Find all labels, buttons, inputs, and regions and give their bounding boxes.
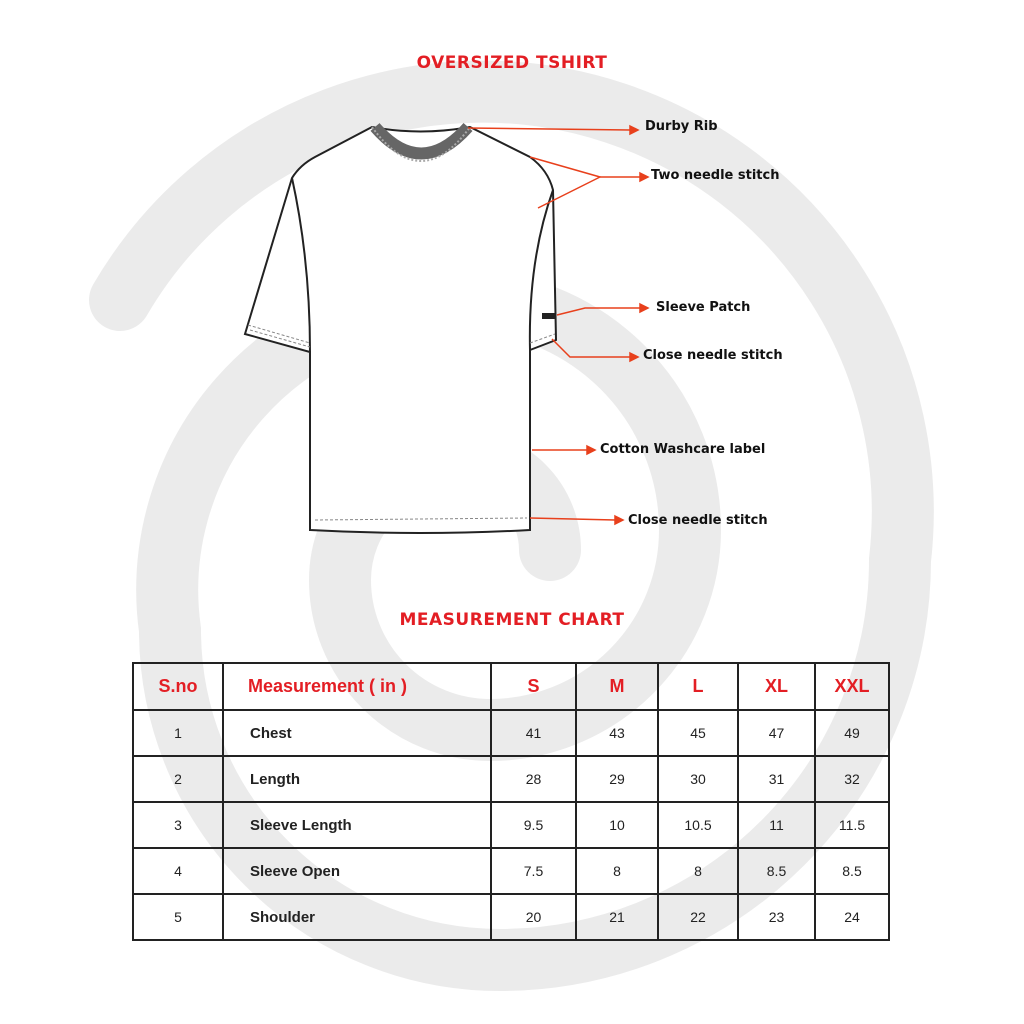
cell-size-value: 8: [575, 847, 659, 895]
header-s: S: [490, 662, 577, 711]
callout-close-needle-stitch-hem: Close needle stitch: [628, 513, 768, 528]
cell-size-value: 45: [657, 709, 739, 757]
cell-size-value: 28: [490, 755, 577, 803]
cell-size-value: 11: [737, 801, 816, 849]
callout-durby-rib: Durby Rib: [645, 119, 718, 134]
cell-sno: 1: [132, 709, 224, 757]
sleeve-patch: [542, 313, 556, 319]
table-row: 4 Sleeve Open 7.5 8 8 8.5 8.5: [132, 847, 890, 895]
cell-size-value: 24: [814, 893, 890, 941]
measurement-table: S.no Measurement ( in ) S M L XL XXL 1 Ch…: [132, 662, 890, 941]
cell-size-value: 31: [737, 755, 816, 803]
table-row: 5 Shoulder 20 21 22 23 24: [132, 893, 890, 941]
callout-washcare-label: Cotton Washcare label: [600, 442, 766, 457]
cell-size-value: 41: [490, 709, 577, 757]
cell-sno: 3: [132, 801, 224, 849]
cell-measurement: Shoulder: [222, 893, 492, 941]
cell-size-value: 11.5: [814, 801, 890, 849]
cell-size-value: 8: [657, 847, 739, 895]
cell-size-value: 32: [814, 755, 890, 803]
cell-size-value: 21: [575, 893, 659, 941]
cell-size-value: 47: [737, 709, 816, 757]
table-row: 2 Length 28 29 30 31 32: [132, 755, 890, 803]
cell-size-value: 23: [737, 893, 816, 941]
cell-sno: 2: [132, 755, 224, 803]
cell-sno: 5: [132, 893, 224, 941]
cell-size-value: 49: [814, 709, 890, 757]
cell-size-value: 29: [575, 755, 659, 803]
cell-size-value: 8.5: [737, 847, 816, 895]
callout-close-needle-stitch-sleeve: Close needle stitch: [643, 348, 783, 363]
header-measurement: Measurement ( in ): [222, 662, 492, 711]
header-sno: S.no: [132, 662, 224, 711]
header-xl: XL: [737, 662, 816, 711]
cell-size-value: 22: [657, 893, 739, 941]
cell-size-value: 9.5: [490, 801, 577, 849]
measurement-chart-title: MEASUREMENT CHART: [399, 610, 625, 630]
cell-size-value: 20: [490, 893, 577, 941]
cell-measurement: Chest: [222, 709, 492, 757]
page-title: OVERSIZED TSHIRT: [416, 53, 608, 73]
header-l: L: [657, 662, 739, 711]
cell-sno: 4: [132, 847, 224, 895]
cell-measurement: Length: [222, 755, 492, 803]
table-row: 3 Sleeve Length 9.5 10 10.5 11 11.5: [132, 801, 890, 849]
header-xxl: XXL: [814, 662, 890, 711]
cell-size-value: 43: [575, 709, 659, 757]
callout-sleeve-patch: Sleeve Patch: [656, 300, 751, 315]
table-header-row: S.no Measurement ( in ) S M L XL XXL: [132, 662, 890, 711]
cell-size-value: 8.5: [814, 847, 890, 895]
callout-two-needle-stitch: Two needle stitch: [651, 168, 780, 183]
cell-size-value: 10: [575, 801, 659, 849]
cell-size-value: 10.5: [657, 801, 739, 849]
tshirt-illustration: [243, 122, 650, 534]
cell-size-value: 30: [657, 755, 739, 803]
table-row: 1 Chest 41 43 45 47 49: [132, 709, 890, 757]
header-m: M: [575, 662, 659, 711]
cell-size-value: 7.5: [490, 847, 577, 895]
cell-measurement: Sleeve Length: [222, 801, 492, 849]
cell-measurement: Sleeve Open: [222, 847, 492, 895]
